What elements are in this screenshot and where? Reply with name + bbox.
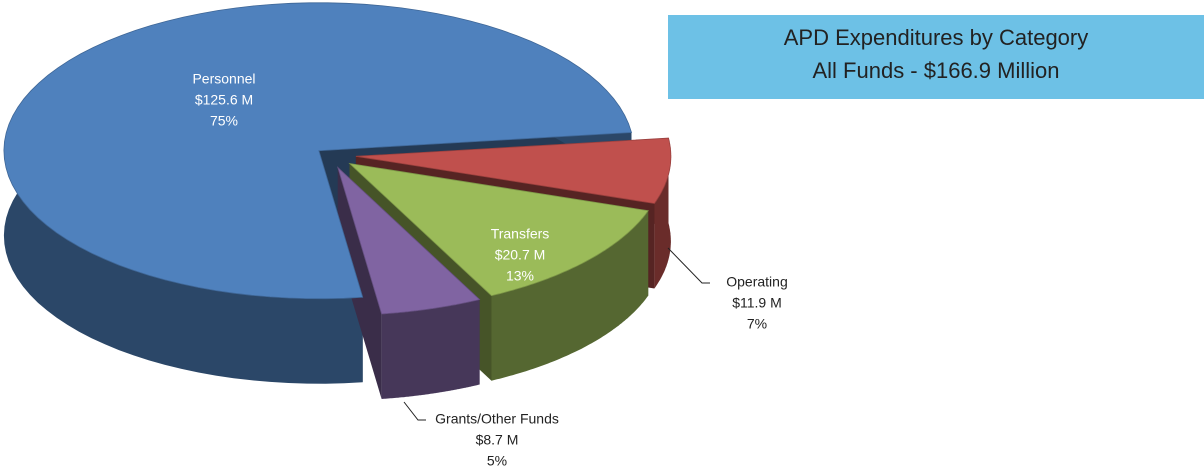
slice-side [381,299,480,399]
slice [348,162,649,297]
slice-percent-label: 5% [487,453,507,469]
title-box [668,15,1204,99]
slice [355,137,672,204]
slice-value-label: $8.7 M [476,432,519,448]
slice-percent-label: 75% [210,113,238,129]
slice-value-label: $11.9 M [732,295,782,311]
slice-percent-label: 7% [747,316,767,332]
slice-value-label: $125.6 M [195,92,253,108]
slice [3,2,633,300]
slice-side [491,210,649,381]
slice-side [654,138,671,289]
slice-value-label: $20.7 M [495,247,546,263]
chart-subtitle: All Funds - $166.9 Million [812,58,1059,83]
slice-label: Grants/Other Funds [435,411,559,427]
slice-percent-label: 13% [506,268,534,284]
chart-title: APD Expenditures by Category [784,25,1089,50]
slice-label: Personnel [192,71,255,87]
slice-label: Transfers [491,226,550,242]
leader-line [667,247,710,284]
slice-wall [337,167,382,399]
leader-line [403,401,426,421]
slice-label: Operating [726,274,787,290]
slice [336,166,481,315]
